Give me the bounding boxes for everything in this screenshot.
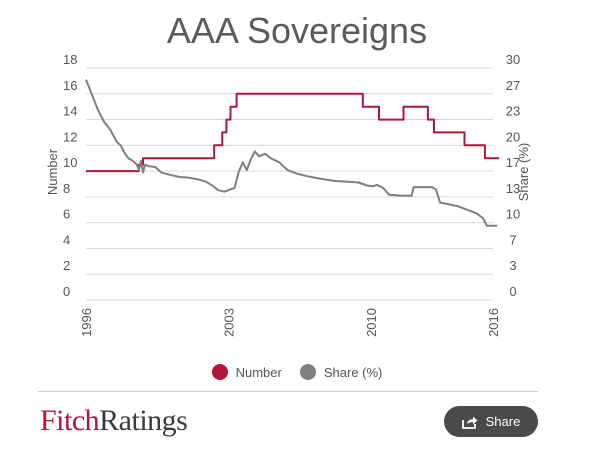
x-tick: 2010 xyxy=(364,308,379,337)
y-axis-left-label: Number xyxy=(45,148,60,195)
y-tick-right: 30 xyxy=(506,52,520,67)
share-icon xyxy=(461,416,478,429)
y-tick-right: 27 xyxy=(506,78,520,93)
legend: Number Share (%) xyxy=(0,364,594,380)
y-tick-left: 0 xyxy=(63,284,70,299)
grid-layer xyxy=(86,67,493,301)
y-tick-left: 10 xyxy=(63,155,77,170)
y-tick-right: 0 xyxy=(509,284,516,299)
y-axis-right-label: Share (%) xyxy=(516,143,531,202)
x-tick: 2003 xyxy=(221,308,236,337)
y-tick-left: 4 xyxy=(63,232,70,247)
share-button-label: Share xyxy=(485,414,521,429)
legend-marker-share xyxy=(299,364,316,380)
y-tick-right: 23 xyxy=(506,104,520,119)
y-tick-left: 16 xyxy=(63,78,77,93)
footer-divider xyxy=(38,391,538,392)
y-tick-left: 2 xyxy=(63,258,70,273)
y-tick-right: 7 xyxy=(509,232,516,247)
share-button[interactable]: Share xyxy=(444,406,538,437)
y-tick-right: 17 xyxy=(506,155,520,170)
legend-item-share[interactable]: Share (%) xyxy=(299,364,383,380)
y-tick-right: 3 xyxy=(509,258,516,273)
y-tick-right: 13 xyxy=(506,181,520,196)
fitch-ratings-logo: FitchRatings xyxy=(40,404,188,437)
legend-label-share: Share (%) xyxy=(323,364,383,380)
legend-label-number: Number xyxy=(235,364,282,380)
y-tick-left: 18 xyxy=(63,52,77,67)
series-line-share xyxy=(85,79,498,227)
x-tick: 1996 xyxy=(79,308,94,337)
y-tick-left: 12 xyxy=(63,129,77,144)
series-line-number xyxy=(86,92,500,173)
y-tick-right: 20 xyxy=(506,129,520,144)
x-tick: 2016 xyxy=(486,308,501,337)
y-tick-left: 8 xyxy=(63,181,70,196)
series-layer xyxy=(85,79,500,227)
legend-marker-number xyxy=(211,364,228,380)
y-tick-left: 14 xyxy=(63,104,77,119)
y-tick-right: 10 xyxy=(506,207,520,222)
legend-item-number[interactable]: Number xyxy=(211,364,282,380)
y-tick-left: 6 xyxy=(63,207,70,222)
chart-title: AAA Sovereigns xyxy=(166,10,428,51)
